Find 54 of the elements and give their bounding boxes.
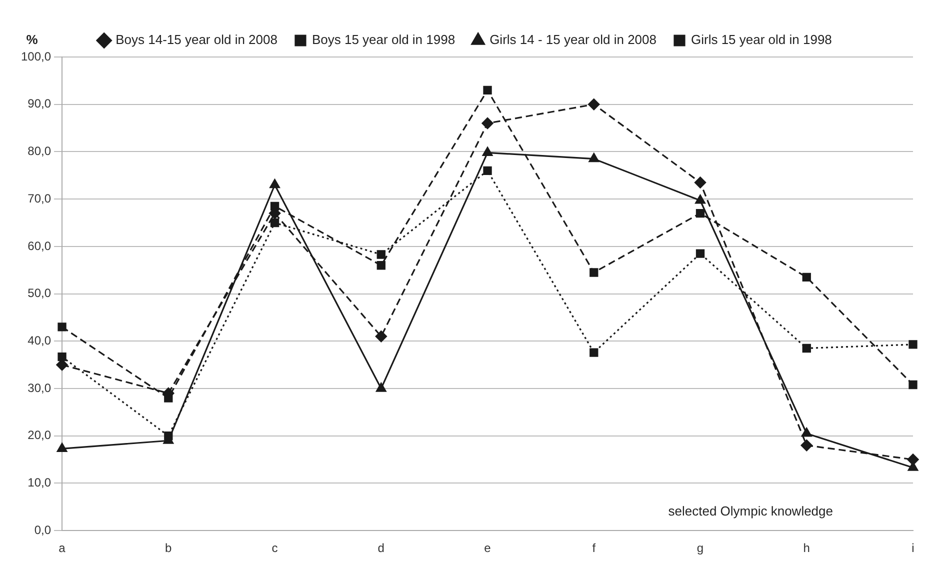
x-tick-label: f <box>592 541 596 556</box>
point <box>696 208 705 218</box>
point <box>694 176 706 188</box>
point <box>270 179 280 188</box>
point <box>588 153 600 162</box>
point <box>588 98 600 110</box>
x-tick-label: b <box>165 541 172 556</box>
point <box>696 249 705 258</box>
y-tick-label: 0,0 <box>34 522 52 537</box>
y-tick-label: 50,0 <box>28 286 52 300</box>
point <box>58 352 66 362</box>
point <box>58 322 66 332</box>
point <box>270 218 280 228</box>
y-tick-label: 60,0 <box>28 238 52 253</box>
point <box>482 146 493 156</box>
point <box>590 268 598 277</box>
point <box>483 86 492 94</box>
point <box>56 442 68 452</box>
x-tick-label: g <box>696 541 704 556</box>
point <box>376 261 386 270</box>
point <box>376 382 386 392</box>
y-axis-title: % <box>26 32 38 48</box>
legend-label: Girls 15 year old in 1998 <box>690 32 832 48</box>
y-tick-label: 10,0 <box>28 476 52 490</box>
point <box>802 344 811 353</box>
x-tick-label: i <box>912 541 914 556</box>
point <box>800 440 812 452</box>
x-tick-label: c <box>272 541 278 556</box>
y-tick-label: 70,0 <box>28 191 52 206</box>
point <box>590 348 598 357</box>
x-tick-label: e <box>484 541 492 556</box>
point <box>375 330 387 342</box>
y-tick-label: 20,0 <box>28 428 52 442</box>
y-tick-label: 100,0 <box>21 49 52 64</box>
x-tick-label: h <box>803 541 810 556</box>
legend-label: Boys 15 year old in 1998 <box>312 32 456 48</box>
point <box>376 250 386 259</box>
x-tick-label: a <box>58 541 66 556</box>
annotation: selected Olympic knowledge <box>668 504 833 519</box>
point <box>483 166 492 175</box>
legend-label: Girls 14 - 15 year old in 2008 <box>490 32 657 48</box>
point <box>908 380 918 390</box>
point <box>907 454 919 466</box>
y-tick-label: 30,0 <box>28 380 52 395</box>
point <box>695 194 706 204</box>
point <box>802 272 811 282</box>
point <box>482 118 494 130</box>
y-tick-label: 90,0 <box>28 96 52 111</box>
point <box>802 428 812 437</box>
point <box>908 340 918 349</box>
legend-label: Boys 14-15 year old in 2008 <box>116 32 278 48</box>
y-tick-label: 40,0 <box>28 333 52 348</box>
y-tick-label: 80,0 <box>28 144 52 158</box>
x-tick-label: d <box>378 541 384 556</box>
